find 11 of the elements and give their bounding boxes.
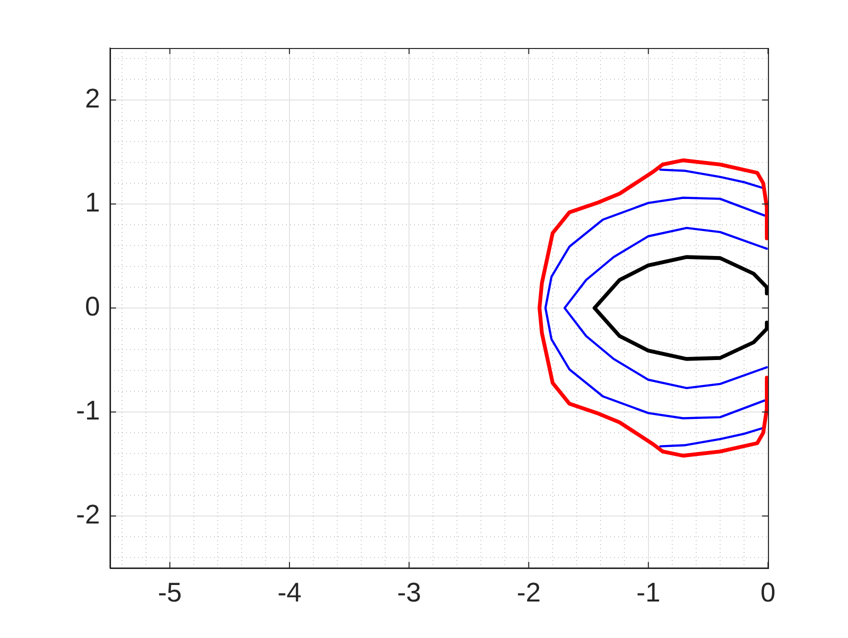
y-tick-label: 1 [84,187,100,218]
x-tick-label: -2 [516,578,541,608]
y-tick-label: 0 [84,291,100,322]
y-tick-label: -2 [76,499,100,530]
x-tick-label: -1 [636,578,660,608]
x-tick-label: 0 [760,578,776,608]
x-tick-label: -4 [277,578,302,608]
y-tick-label: -1 [76,395,100,426]
x-tick-label: -3 [397,578,422,608]
x-tick-label: -5 [158,578,182,608]
y-tick-label: 2 [84,83,100,114]
